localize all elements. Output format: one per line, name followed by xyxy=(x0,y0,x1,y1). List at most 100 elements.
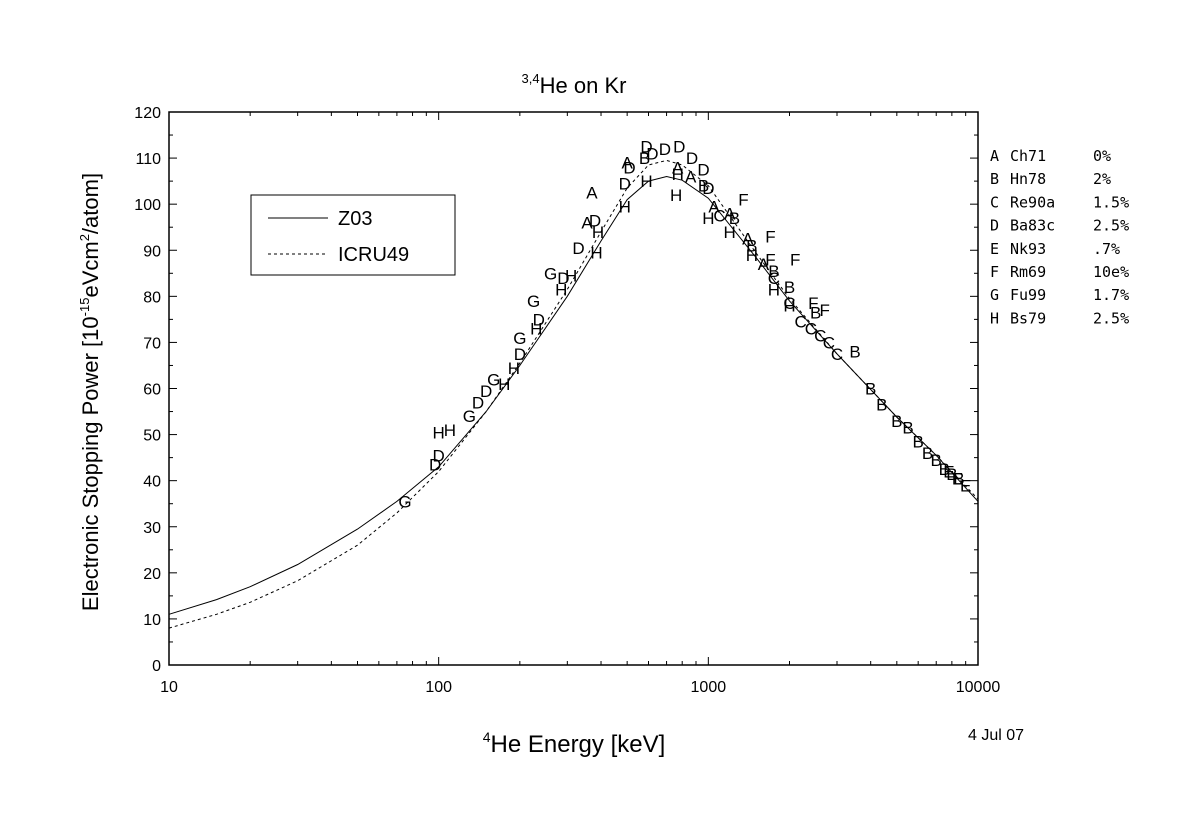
data-point-h: H xyxy=(433,423,445,442)
data-point-b: B xyxy=(698,177,709,196)
y-tick-label: 110 xyxy=(135,151,161,168)
data-point-b: B xyxy=(876,396,887,415)
data-point-h: H xyxy=(702,209,714,228)
title-superscript: 3,4 xyxy=(522,71,540,86)
reference-uncertainty: 1.7% xyxy=(1093,286,1129,304)
data-point-a: A xyxy=(742,230,754,249)
reference-letter: A xyxy=(990,147,999,165)
data-point-h: H xyxy=(746,246,758,265)
data-point-g: G xyxy=(487,370,500,389)
reference-letter: C xyxy=(990,193,999,211)
reference-uncertainty: 1.5% xyxy=(1093,193,1129,211)
reference-letter: G xyxy=(990,286,999,304)
data-point-b: B xyxy=(931,451,942,470)
chart-title: 3,4He on Kr xyxy=(522,71,627,98)
data-point-b: B xyxy=(639,149,650,168)
data-point-f: F xyxy=(819,301,829,320)
data-point-d: D xyxy=(619,174,631,193)
reference-letter: H xyxy=(990,309,999,327)
data-point-h: H xyxy=(640,172,652,191)
curves xyxy=(168,159,979,629)
data-point-c: C xyxy=(795,313,807,332)
data-point-g: G xyxy=(544,264,557,283)
reference-name: Hn78 xyxy=(1010,170,1046,188)
data-point-b: B xyxy=(922,444,933,463)
reference-uncertainty: 2.5% xyxy=(1093,217,1129,235)
data-point-d: D xyxy=(429,456,441,475)
data-point-h: H xyxy=(508,359,520,378)
reference-name: Nk93 xyxy=(1010,240,1046,258)
y-axis-label: Electronic Stopping Power [10-15eVcm2/at… xyxy=(77,173,103,611)
date-stamp: 4 Jul 07 xyxy=(968,727,1024,744)
reference-letter: D xyxy=(990,217,999,235)
data-point-e: E xyxy=(943,462,954,481)
data-point-h: H xyxy=(672,165,684,184)
data-point-a: A xyxy=(758,255,770,274)
legend-label-icru49: ICRU49 xyxy=(338,244,409,266)
data-point-g: G xyxy=(527,292,540,311)
data-point-a: A xyxy=(621,154,633,173)
data-point-h: H xyxy=(555,280,567,299)
x-tick-label: 10000 xyxy=(956,679,1001,696)
data-point-d: D xyxy=(433,446,445,465)
data-point-d: D xyxy=(646,144,658,163)
reference-uncertainty: 0% xyxy=(1093,147,1111,165)
xlabel-main: He Energy [keV] xyxy=(491,731,666,758)
data-point-d: D xyxy=(589,211,601,230)
plot-frame xyxy=(168,111,979,666)
y-tick-label: 70 xyxy=(143,335,161,352)
data-point-h: H xyxy=(619,197,631,216)
reference-name: Bs79 xyxy=(1010,309,1046,327)
data-point-d: D xyxy=(514,345,526,364)
data-point-d: D xyxy=(686,149,698,168)
axis-tick-labels: 0 10 20 30 40 50 60 70 80 90 100 110 120 10 100 1000 100… xyxy=(134,105,1000,696)
data-point-a: A xyxy=(586,184,598,203)
data-point-d: D xyxy=(659,140,671,159)
data-point-d: D xyxy=(533,310,545,329)
data-point-b: B xyxy=(729,209,740,228)
reference-letter: E xyxy=(990,240,999,258)
reference-uncertainty: 2.5% xyxy=(1093,309,1129,327)
data-point-c: C xyxy=(831,345,843,364)
x-tick-label: 100 xyxy=(425,679,452,696)
data-point-g: G xyxy=(398,492,411,511)
data-point-h: H xyxy=(590,244,602,263)
reference-name: Re90a xyxy=(1010,193,1055,211)
data-point-h: H xyxy=(783,297,795,316)
y-tick-label: 20 xyxy=(143,566,161,583)
reference-uncertainty: 10e% xyxy=(1093,263,1129,281)
data-point-d: D xyxy=(673,138,685,157)
curve-icru49 xyxy=(168,159,979,629)
data-point-c: C xyxy=(783,294,795,313)
reference-list: A Ch71 0% B Hn78 2% C Re90a 1.5% D Ba83c 2.5% E Nk93.… xyxy=(990,147,1129,327)
data-point-b: B xyxy=(939,460,950,479)
data-point-f: F xyxy=(738,191,748,210)
data-point-f: F xyxy=(765,227,775,246)
data-point-a: A xyxy=(672,158,684,177)
data-point-d: D xyxy=(697,161,709,180)
data-point-e: E xyxy=(960,476,971,495)
data-point-b: B xyxy=(891,412,902,431)
data-point-f: F xyxy=(790,250,800,269)
data-point-h: H xyxy=(530,320,542,339)
reference-name: Ba83c xyxy=(1010,217,1055,235)
data-point-c: C xyxy=(814,327,826,346)
reference-name: Rm69 xyxy=(1010,263,1046,281)
data-point-d: D xyxy=(640,138,652,157)
data-point-c: C xyxy=(823,333,835,352)
data-point-a: A xyxy=(581,214,593,233)
data-point-c: C xyxy=(713,207,725,226)
data-point-g: G xyxy=(463,407,476,426)
data-point-b: B xyxy=(902,419,913,438)
x-axis-label: 4He Energy [keV] xyxy=(483,729,666,758)
data-point-d: D xyxy=(702,179,714,198)
data-point-d: D xyxy=(572,239,584,258)
data-point-a: A xyxy=(708,197,720,216)
x-tick-label: 10 xyxy=(160,679,178,696)
reference-uncertainty: 2% xyxy=(1093,170,1111,188)
data-point-b: B xyxy=(913,432,924,451)
y-tick-label: 100 xyxy=(134,197,161,214)
data-point-c: C xyxy=(805,320,817,339)
